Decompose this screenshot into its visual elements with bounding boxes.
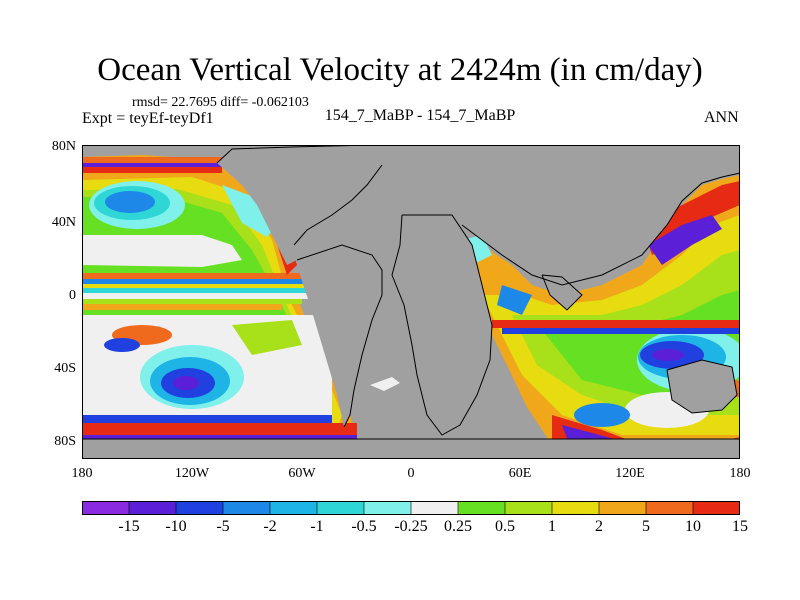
colorbar-cell xyxy=(410,501,459,515)
colorbar-label: -2 xyxy=(263,518,277,535)
colorbar-label: 10 xyxy=(685,518,701,535)
x-tick-label: 120E xyxy=(615,466,645,481)
case-label: 154_7_MaBP - 154_7_MaBP xyxy=(324,107,516,124)
colorbar-frame xyxy=(82,501,740,515)
colorbar-cell xyxy=(175,501,224,515)
atlantic-patch xyxy=(370,377,400,391)
colorbar-cell xyxy=(692,501,740,515)
land-masses xyxy=(82,145,740,459)
colorbar-cell xyxy=(645,501,694,515)
colorbar-cell xyxy=(82,501,130,515)
colorbar-label: -1 xyxy=(310,518,324,535)
colorbar-cell xyxy=(457,501,506,515)
stats-text: rmsd= 22.7695 diff= -0.062103 xyxy=(132,95,309,110)
colorbar-cell xyxy=(222,501,271,515)
colorbar-label: 1 xyxy=(548,518,556,535)
plot-title: Ocean Vertical Velocity at 2424m (in cm/… xyxy=(97,52,703,88)
y-tick-label: 0 xyxy=(69,288,76,303)
x-tick-label: 60E xyxy=(508,466,532,481)
colorbar-cell xyxy=(598,501,647,515)
y-tick-label: 80S xyxy=(54,434,76,449)
y-tick-label: 40N xyxy=(51,215,76,230)
colorbar-label: 2 xyxy=(595,518,603,535)
colorbar-label: 5 xyxy=(642,518,650,535)
season-label: ANN xyxy=(704,109,739,126)
map-frame xyxy=(82,145,740,459)
colorbar-label: -15 xyxy=(118,518,140,535)
colorbar-cell xyxy=(551,501,600,515)
colorbar-label: 0.25 xyxy=(444,518,472,535)
y-tick-label: 80N xyxy=(51,139,76,154)
experiment-label: Expt = teyEf-teyDf1 xyxy=(82,110,214,127)
y-tick-label: 40S xyxy=(54,361,76,376)
colorbar-cell xyxy=(316,501,365,515)
x-tick-label: 60W xyxy=(288,466,316,481)
x-tick-label: 180 xyxy=(71,466,93,481)
velocity-map xyxy=(82,145,740,459)
colorbar-label: 0.5 xyxy=(495,518,515,535)
colorbar-cell xyxy=(128,501,177,515)
x-tick-label: 0 xyxy=(407,466,415,481)
colorbar-label: 15 xyxy=(732,518,748,535)
colorbar-cell xyxy=(363,501,412,515)
colorbar xyxy=(82,501,740,515)
colorbar-cell xyxy=(269,501,318,515)
colorbar-label: -0.5 xyxy=(351,518,377,535)
colorbar-label: -5 xyxy=(216,518,230,535)
pacific-ocean-field xyxy=(82,155,357,459)
colorbar-label: -0.25 xyxy=(394,518,428,535)
colorbar-label: -10 xyxy=(165,518,187,535)
colorbar-cell xyxy=(504,501,553,515)
x-tick-label: 120W xyxy=(174,466,210,481)
x-tick-label: 180 xyxy=(729,466,751,481)
